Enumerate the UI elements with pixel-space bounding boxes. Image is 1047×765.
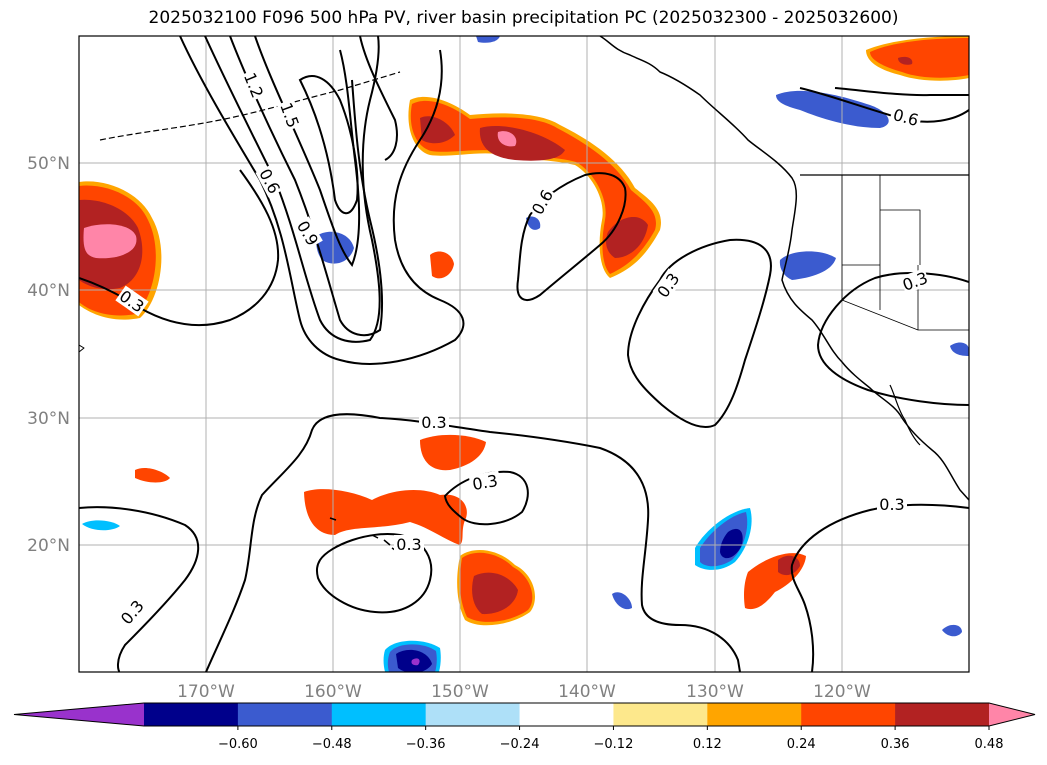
lat-label-20: 20°N bbox=[27, 536, 70, 556]
precip-blob-45N-small bbox=[526, 216, 541, 230]
colorbar-tick-label: −0.12 bbox=[594, 737, 634, 752]
lon-label-140w: 140°W bbox=[558, 682, 616, 702]
pv-contour-5 bbox=[298, 75, 359, 215]
contour-label-0-3-d: 0.3 bbox=[471, 471, 499, 494]
precip-blob-26N-west bbox=[135, 467, 170, 483]
colorbar-segment bbox=[707, 703, 802, 726]
colorbar-tick-label: 0.36 bbox=[881, 737, 910, 752]
coastlines-and-borders bbox=[79, 36, 969, 553]
precip-blob-36N-east bbox=[950, 342, 969, 356]
pv-contour-03-ne bbox=[834, 87, 969, 97]
colorbar-segment bbox=[237, 703, 333, 726]
pv-contour-03-37N-east bbox=[816, 272, 969, 406]
colorbar-segment bbox=[331, 703, 427, 726]
graticule bbox=[79, 36, 969, 672]
colorbar: −0.60 −0.48 −0.36 −0.24 −0.12 0.12 0.24 0.36 0.4… bbox=[13, 702, 1036, 752]
precip-blob-28N bbox=[420, 434, 486, 471]
colorbar-segment bbox=[425, 703, 521, 726]
lat-label-30: 30°N bbox=[27, 409, 70, 429]
colorbar-extend-low bbox=[14, 703, 144, 726]
lat-label-50: 50°N bbox=[27, 154, 70, 174]
precip-blob-small-42N bbox=[430, 251, 454, 279]
pv-contour-3 bbox=[229, 36, 383, 337]
contour-label-0-6-c: 0.6 bbox=[891, 105, 921, 130]
latitude-labels: 50°N 40°N 30°N 20°N bbox=[27, 154, 70, 556]
map-title: 2025032100 F096 500 hPa PV, river basin … bbox=[148, 8, 899, 28]
lat-label-40: 40°N bbox=[27, 281, 70, 301]
colorbar-segment bbox=[895, 703, 990, 726]
colorbar-segment bbox=[801, 703, 896, 726]
precip-blob-small-16N bbox=[612, 592, 632, 610]
pv-contour-03-19N bbox=[315, 533, 433, 614]
pv-contour-03-southeast bbox=[790, 503, 969, 672]
precip-blob-23N bbox=[304, 489, 467, 545]
precip-blob-42N-east bbox=[779, 251, 836, 280]
lon-label-120w: 120°W bbox=[813, 682, 871, 702]
aleutian-islands bbox=[99, 71, 401, 141]
pv-contour-09-loop bbox=[359, 36, 398, 161]
lon-label-160w: 160°W bbox=[304, 682, 362, 702]
colorbar-tick-label: 0.12 bbox=[693, 737, 722, 752]
precip-negative-anomalies bbox=[82, 36, 969, 672]
colorbar-segment bbox=[519, 703, 614, 726]
pv-contour-1 bbox=[179, 36, 465, 365]
colorbar-tick-label: −0.36 bbox=[406, 737, 446, 752]
pv-contour-03-south-central bbox=[205, 413, 741, 672]
colorbar-extend-high bbox=[989, 703, 1035, 726]
colorbar-tick-label: −0.24 bbox=[500, 737, 540, 752]
lon-label-130w: 130°W bbox=[686, 682, 744, 702]
contour-label-0-3-e: 0.3 bbox=[396, 535, 421, 554]
lon-label-170w: 170°W bbox=[177, 682, 235, 702]
contour-label-0-3-g: 0.3 bbox=[879, 495, 904, 514]
precip-blob-22N-west bbox=[82, 520, 120, 531]
lon-label-150w: 150°W bbox=[431, 682, 489, 702]
map-frame bbox=[78, 35, 970, 673]
precip-blob-13N-east bbox=[942, 624, 962, 637]
precip-blob-northeast-neg bbox=[776, 90, 889, 128]
colorbar-segment bbox=[144, 703, 239, 726]
colorbar-segment bbox=[613, 703, 708, 726]
contour-label-0-3-f: 0.3 bbox=[117, 596, 148, 628]
contour-label-0-3-h: 0.3 bbox=[900, 268, 930, 295]
colorbar-outline bbox=[13, 702, 1036, 727]
north-america-coastline bbox=[599, 36, 969, 501]
colorbar-tick-label: −0.60 bbox=[218, 737, 258, 752]
colorbar-tick-label: 0.48 bbox=[975, 737, 1004, 752]
precip-positive-anomalies bbox=[79, 36, 969, 626]
contour-label-0-3-c: 0.3 bbox=[421, 413, 446, 432]
longitude-labels: 170°W 160°W 150°W 140°W 130°W 120°W bbox=[177, 682, 871, 702]
contour-label-0-3-b: 0.3 bbox=[653, 269, 683, 301]
pv-contour-06-central bbox=[516, 172, 627, 301]
pv-contour-2 bbox=[204, 36, 381, 343]
pv-contour-03-southwest bbox=[79, 506, 200, 672]
colorbar-tick-label: 0.24 bbox=[787, 737, 816, 752]
colorbar-tick-label: −0.48 bbox=[312, 737, 352, 752]
pv-contour-03-east bbox=[626, 238, 772, 428]
